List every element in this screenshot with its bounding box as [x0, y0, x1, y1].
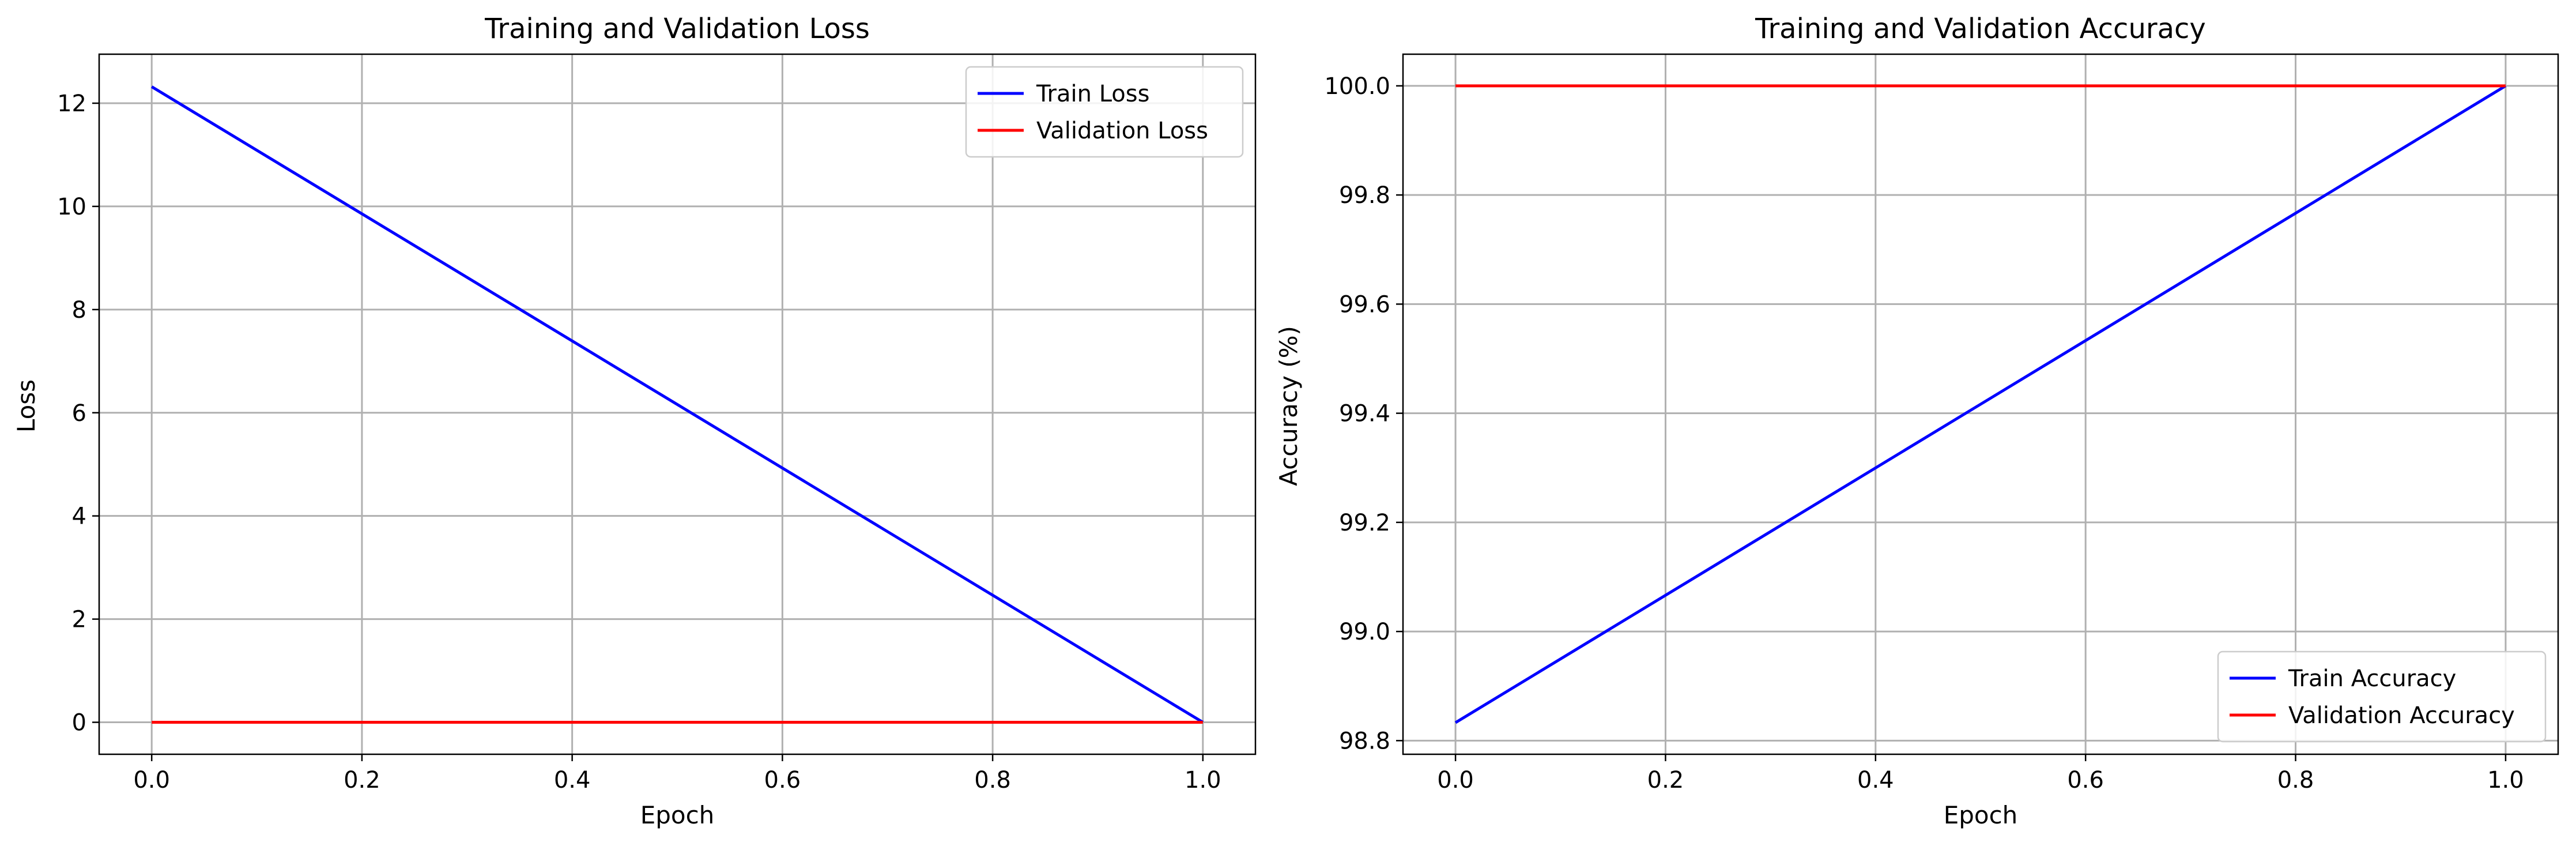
y-tick-label: 100.0: [1324, 73, 1390, 100]
y-axis-label: Accuracy (%): [1274, 326, 1303, 486]
x-tick-label: 0.8: [2277, 767, 2314, 793]
y-tick-label: 4: [72, 503, 86, 530]
y-tick-label: 10: [57, 194, 86, 220]
y-tick-label: 99.2: [1339, 510, 1390, 536]
y-tick-label: 12: [57, 91, 86, 117]
y-tick-label: 6: [72, 400, 86, 427]
legend: Train Loss Validation Loss: [965, 66, 1244, 158]
chart-title: Training and Validation Accuracy: [1755, 13, 2206, 45]
series-line-train-accuracy: [1454, 84, 2507, 724]
y-tick-label: 99.8: [1339, 182, 1390, 209]
series-line-train-loss: [150, 85, 1204, 724]
y-tick-label: 99.6: [1339, 291, 1390, 318]
axes-frame: [98, 53, 1257, 755]
y-tick-label: 2: [72, 607, 86, 633]
legend-label: Validation Loss: [1036, 118, 1208, 144]
x-axis-ticks: 0.0 0.2 0.4 0.6 0.8 1.0: [133, 754, 1221, 793]
legend-label: Validation Accuracy: [2288, 702, 2515, 729]
legend-box: [965, 66, 1244, 158]
x-tick-label: 0.0: [133, 767, 170, 793]
y-tick-label: 99.4: [1339, 401, 1390, 427]
x-axis-label: Epoch: [1944, 801, 2018, 829]
legend-label: Train Accuracy: [2288, 665, 2456, 692]
x-axis-label: Epoch: [640, 801, 715, 829]
x-tick-label: 0.6: [764, 767, 801, 793]
legend: Train Accuracy Validation Accuracy: [2217, 650, 2547, 743]
series-group: [1454, 84, 2507, 724]
legend-box: [2217, 650, 2547, 743]
loss-chart-panel: Training and Validation Loss Epoch Loss …: [12, 13, 1257, 829]
accuracy-chart-panel: Training and Validation Accuracy Epoch A…: [1274, 13, 2559, 829]
axes-frame: [1402, 53, 2559, 755]
x-tick-label: 0.2: [1647, 767, 1684, 793]
x-tick-label: 0.8: [974, 767, 1011, 793]
chart-title: Training and Validation Loss: [484, 13, 870, 45]
y-axis-ticks: 0 2 4 6 8 10 12: [57, 91, 99, 736]
y-axis-ticks: 98.8 99.0 99.2 99.4 99.6 99.8 100.0: [1324, 73, 1403, 754]
x-tick-label: 0.4: [554, 767, 591, 793]
series-group: [150, 85, 1204, 724]
x-tick-label: 1.0: [2487, 767, 2524, 793]
y-tick-label: 99.0: [1339, 619, 1390, 645]
grid: [1403, 54, 2558, 754]
y-axis-label: Loss: [12, 379, 40, 432]
y-tick-label: 98.8: [1339, 728, 1390, 754]
x-tick-label: 1.0: [1185, 767, 1221, 793]
x-tick-label: 0.0: [1437, 767, 1474, 793]
x-axis-ticks: 0.0 0.2 0.4 0.6 0.8 1.0: [1437, 754, 2524, 793]
y-tick-label: 0: [72, 710, 86, 736]
y-tick-label: 8: [72, 297, 86, 324]
x-tick-label: 0.6: [2067, 767, 2104, 793]
x-tick-label: 0.2: [344, 767, 380, 793]
x-tick-label: 0.4: [1857, 767, 1894, 793]
legend-label: Train Loss: [1036, 81, 1149, 107]
